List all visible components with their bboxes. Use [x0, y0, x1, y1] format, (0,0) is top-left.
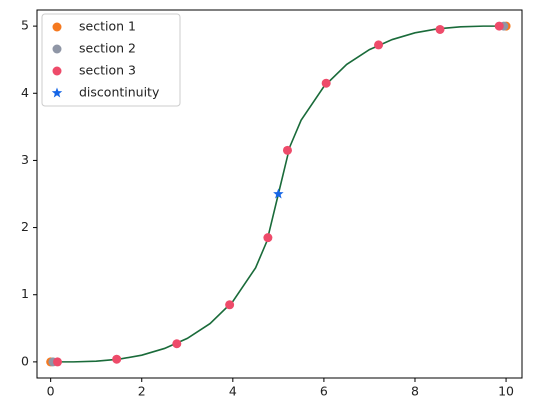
- data-point: [273, 188, 284, 199]
- y-tick-label: 5: [21, 18, 29, 33]
- y-tick-label: 1: [21, 286, 29, 301]
- legend-marker: [52, 44, 62, 54]
- y-tick-label: 4: [21, 85, 29, 100]
- data-point: [494, 21, 504, 31]
- data-point: [321, 78, 331, 88]
- data-point: [374, 40, 384, 50]
- data-point: [263, 233, 273, 243]
- legend-box: [41, 13, 181, 107]
- legend-label: section 2: [79, 41, 136, 56]
- data-point: [282, 145, 292, 155]
- x-tick-label: 6: [320, 384, 328, 399]
- data-point: [225, 300, 235, 310]
- y-tick-label: 0: [21, 353, 29, 368]
- x-tick-label: 0: [47, 384, 55, 399]
- legend-marker: [52, 66, 62, 76]
- x-tick-label: 10: [498, 384, 514, 399]
- axes-frame: [36, 9, 523, 379]
- data-point: [172, 339, 182, 349]
- legend-marker: [51, 87, 63, 98]
- legend-marker: [52, 22, 62, 32]
- y-tick-label: 2: [21, 219, 29, 234]
- x-tick-label: 2: [138, 384, 146, 399]
- data-point: [112, 354, 122, 364]
- data-point: [435, 24, 445, 34]
- x-tick-label: 4: [229, 384, 237, 399]
- y-tick-label: 3: [21, 152, 29, 167]
- legend-label: section 3: [79, 63, 136, 78]
- legend-label: section 1: [79, 19, 136, 34]
- data-point: [52, 357, 62, 367]
- legend-label: discontinuity: [79, 85, 160, 100]
- x-tick-label: 8: [411, 384, 419, 399]
